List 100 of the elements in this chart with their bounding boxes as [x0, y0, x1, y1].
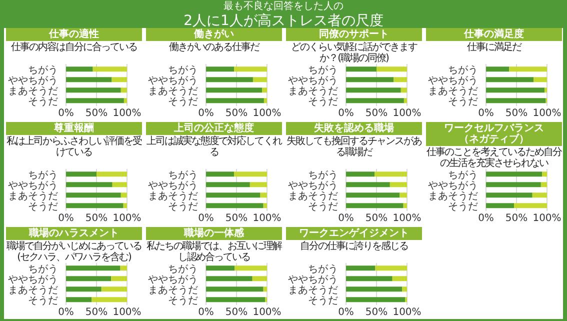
x-tick-label: 50%: [85, 213, 108, 224]
y-tick-label: ちがう: [28, 170, 58, 181]
bar: [375, 266, 407, 271]
y-tick-label: ややちがう: [148, 75, 198, 86]
y-tick-label: ややちがう: [428, 180, 478, 192]
x-tick-label: 100%: [112, 108, 142, 120]
chart-subtitle: 私たちの職場では、お互いに理解し認め合っている: [146, 241, 282, 263]
bar: [66, 88, 121, 93]
bar: [486, 88, 545, 93]
bar: [206, 98, 264, 104]
y-tick-label: まあそうだ: [148, 284, 198, 296]
bar: [486, 66, 510, 72]
x-tick-label: 50%: [85, 108, 108, 120]
y-tick-label: ちがう: [28, 64, 58, 76]
chart-subtitle: 上司は誠実な態度で対応してくれる: [146, 136, 282, 158]
bar: [486, 172, 542, 177]
x-tick-label: 0%: [58, 307, 74, 318]
bar: [206, 203, 264, 208]
bar: [96, 172, 127, 177]
x-tick-label: 50%: [365, 108, 388, 120]
chart-subtitle: 仕事のことを考えているため自分の生活を充実させられない: [426, 147, 562, 169]
x-tick-label: 100%: [532, 213, 562, 224]
bar: [346, 66, 376, 72]
bar: [346, 172, 375, 177]
bar: [402, 286, 407, 292]
text: 最も不良な回答をした人の: [222, 1, 344, 13]
bar: [346, 286, 402, 292]
x-tick-label: 100%: [532, 108, 562, 120]
y-tick-label: ややちがう: [428, 75, 478, 86]
bar: [390, 182, 407, 188]
bar: [234, 66, 267, 72]
y-tick-label: ややちがう: [8, 180, 58, 192]
y-tick-label: まあそうだ: [288, 284, 338, 296]
bar: [66, 286, 102, 292]
bar: [346, 88, 401, 93]
y-tick-label: ちがう: [168, 64, 198, 76]
y-tick-label: そうだ: [168, 96, 198, 108]
y-tick-label: ちがう: [28, 264, 58, 275]
bar: [486, 182, 541, 188]
y-tick-label: そうだ: [28, 295, 58, 306]
chart-title: ワークセルフバランス（ネガティブ）: [426, 122, 562, 146]
bar: [206, 88, 262, 93]
y-tick-label: そうだ: [168, 201, 198, 212]
x-tick-label: 100%: [252, 213, 282, 224]
bar: [346, 266, 376, 271]
y-tick-label: そうだ: [28, 201, 58, 212]
y-tick-label: ちがう: [308, 264, 338, 275]
bar: [112, 182, 127, 188]
x-tick-label: 0%: [338, 307, 354, 318]
bar: [540, 182, 547, 188]
chart-title: 尊重報酬: [6, 122, 142, 135]
y-tick-label: ややちがう: [288, 274, 338, 286]
chart-title: 仕事の適性: [6, 28, 142, 41]
y-tick-label: そうだ: [308, 201, 338, 212]
bar: [206, 297, 266, 302]
bar: [374, 172, 407, 177]
chart-title: 上司の公正な態度: [146, 122, 282, 135]
bar: [394, 77, 407, 82]
chart-subtitle: 仕事に満足だ: [466, 42, 522, 55]
y-tick-label: まあそうだ: [148, 86, 198, 97]
chart-title: 失敗を認める職場: [286, 122, 422, 135]
bar: [486, 77, 534, 82]
bar: [486, 98, 546, 104]
y-tick-label: まあそうだ: [428, 86, 478, 97]
chart-title: 働きがい: [146, 28, 282, 41]
x-tick-label: 50%: [505, 213, 528, 224]
y-tick-label: ちがう: [308, 170, 338, 181]
y-tick-label: そうだ: [448, 96, 478, 108]
y-tick-label: ややちがう: [148, 180, 198, 192]
bar: [206, 286, 264, 292]
y-tick-label: そうだ: [168, 295, 198, 306]
bar: [400, 88, 407, 93]
bar: [66, 182, 112, 188]
bar: [66, 297, 92, 302]
y-tick-label: ちがう: [448, 64, 478, 76]
x-tick-label: 100%: [112, 213, 142, 224]
bar: [262, 88, 267, 93]
bar: [346, 98, 404, 104]
x-tick-label: 0%: [478, 108, 494, 120]
x-tick-label: 50%: [225, 108, 248, 120]
bar: [252, 276, 267, 282]
chart-title: 職場のハラスメント: [6, 227, 142, 240]
bar: [486, 203, 514, 208]
bar: [392, 276, 407, 282]
bar: [346, 203, 404, 208]
bar: [534, 77, 547, 82]
bar: [260, 192, 267, 198]
x-tick-label: 50%: [85, 307, 108, 318]
y-tick-label: ややちがう: [8, 75, 58, 86]
bar: [234, 172, 267, 177]
bar: [346, 182, 390, 188]
text: 2人に1人が高ストレス者の尺度: [182, 13, 384, 29]
bar: [66, 276, 112, 282]
y-tick-label: そうだ: [28, 96, 58, 108]
y-tick-label: そうだ: [448, 201, 478, 212]
x-tick-label: 100%: [392, 307, 422, 318]
x-tick-label: 0%: [338, 108, 354, 120]
bar: [514, 203, 547, 208]
bar: [92, 66, 127, 72]
bar: [66, 77, 112, 82]
